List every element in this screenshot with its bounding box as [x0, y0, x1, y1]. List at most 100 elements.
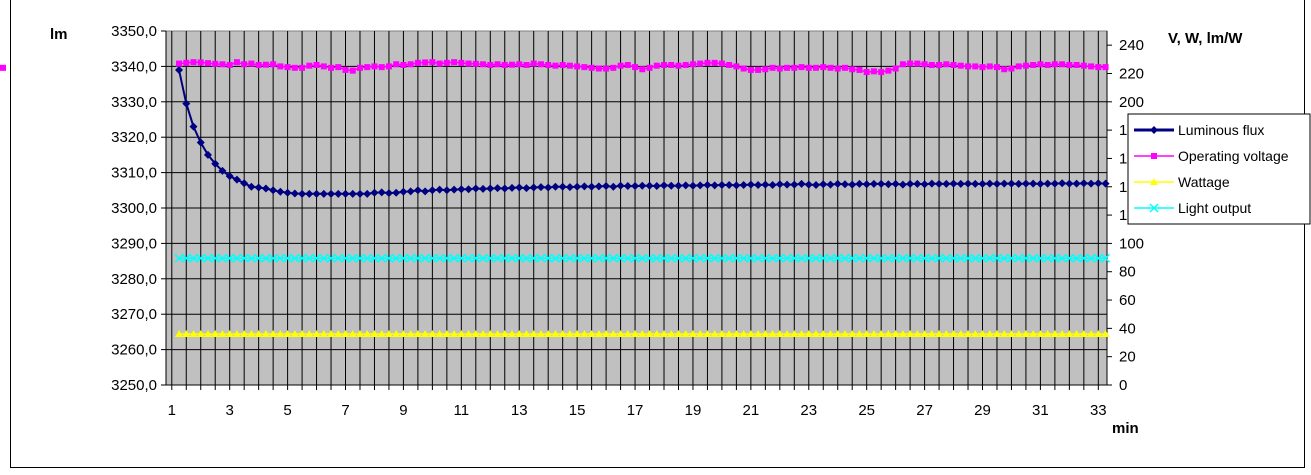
data-point — [862, 330, 871, 338]
data-point — [458, 59, 465, 66]
data-point — [580, 330, 589, 338]
data-point — [1021, 253, 1031, 263]
series-operating-voltage — [0, 59, 1109, 76]
data-point — [485, 253, 495, 263]
data-point — [949, 179, 958, 188]
data-point — [327, 330, 336, 338]
data-point — [500, 330, 509, 338]
data-point — [197, 59, 204, 66]
data-point — [1007, 330, 1016, 338]
data-point — [210, 253, 220, 263]
data-point — [174, 253, 184, 263]
data-point — [1029, 330, 1038, 338]
data-point — [674, 181, 683, 190]
data-point — [899, 61, 906, 68]
data-point — [421, 187, 430, 196]
data-point — [349, 67, 356, 74]
y-left-tick-label: 3280,0 — [111, 271, 157, 288]
x-tick-label: 25 — [858, 402, 875, 419]
data-point — [579, 253, 589, 263]
data-point — [551, 182, 560, 191]
data-point — [710, 181, 719, 190]
data-point — [283, 188, 292, 197]
data-point — [696, 330, 705, 338]
data-point — [914, 60, 921, 67]
data-point — [340, 253, 351, 263]
data-point — [747, 66, 754, 73]
data-point — [594, 182, 603, 191]
data-point — [217, 253, 227, 263]
data-point — [717, 330, 726, 338]
data-point — [631, 330, 640, 338]
data-point — [182, 99, 191, 108]
data-point — [232, 330, 241, 338]
data-point — [319, 330, 328, 338]
data-point — [551, 330, 560, 338]
data-point — [233, 59, 240, 66]
data-point — [949, 330, 958, 338]
data-point — [225, 330, 234, 338]
data-point — [813, 64, 820, 71]
data-point — [196, 330, 205, 338]
data-point — [725, 330, 734, 338]
data-point — [827, 64, 834, 71]
data-point — [696, 181, 705, 190]
data-point — [739, 180, 748, 189]
data-point — [804, 330, 813, 338]
data-point — [392, 188, 401, 197]
data-point — [943, 61, 950, 68]
data-point — [529, 183, 538, 192]
data-point — [985, 179, 994, 188]
data-point — [784, 64, 791, 71]
data-point — [833, 330, 842, 338]
data-point — [283, 330, 292, 338]
data-point — [348, 330, 357, 338]
data-point — [464, 330, 473, 338]
data-point — [935, 330, 944, 338]
data-point — [985, 330, 994, 338]
data-point — [840, 330, 849, 338]
data-point — [913, 179, 922, 188]
data-point — [927, 179, 936, 188]
data-point — [760, 253, 770, 263]
data-point — [847, 253, 857, 263]
data-point — [1057, 253, 1067, 263]
data-point — [977, 253, 988, 263]
data-point — [1087, 330, 1096, 338]
data-point — [565, 183, 574, 192]
data-point — [530, 60, 537, 67]
data-point — [912, 253, 922, 263]
data-point — [493, 184, 502, 193]
data-point — [240, 179, 249, 188]
data-point — [521, 253, 532, 263]
data-point — [1000, 179, 1009, 188]
data-point — [261, 330, 270, 338]
data-point — [1036, 330, 1045, 338]
data-point — [306, 62, 313, 69]
series-group — [0, 59, 1111, 338]
data-point — [775, 180, 784, 189]
data-point — [312, 189, 321, 198]
data-point — [573, 330, 582, 338]
data-point — [392, 330, 401, 338]
data-point — [0, 64, 6, 71]
data-point — [313, 61, 320, 68]
data-point — [305, 330, 314, 338]
data-point — [616, 253, 626, 263]
data-point — [248, 60, 255, 67]
data-point — [804, 180, 813, 189]
data-point — [703, 330, 712, 338]
data-point — [457, 185, 466, 194]
data-point — [299, 64, 306, 71]
data-point — [710, 330, 719, 338]
data-point — [464, 185, 473, 194]
legend-swatch-marker — [1150, 126, 1158, 134]
data-point — [819, 330, 828, 338]
y-right-tick-label: 240 — [1119, 37, 1144, 54]
data-point — [254, 253, 264, 263]
data-point — [833, 253, 843, 263]
data-point — [203, 253, 213, 263]
data-point — [1079, 253, 1089, 263]
data-point — [965, 63, 972, 70]
data-point — [1037, 61, 1044, 68]
